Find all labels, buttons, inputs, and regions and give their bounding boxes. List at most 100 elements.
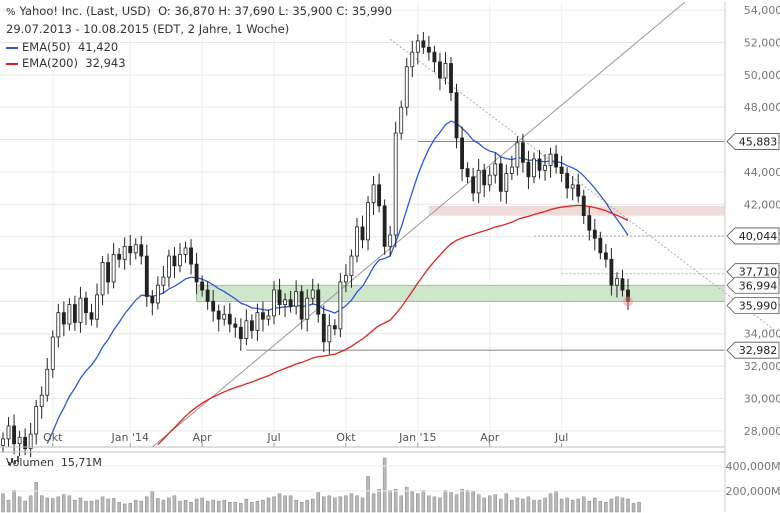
volume-bar <box>222 499 227 513</box>
candle-body <box>349 255 354 276</box>
volume-bar <box>449 492 453 513</box>
ema200-value: 32,943 <box>85 56 126 70</box>
candle <box>227 302 232 333</box>
candle <box>316 283 321 323</box>
candle-body <box>426 46 431 53</box>
chart-title: Yahoo! Inc. (Last, USD) <box>19 4 151 18</box>
candle-body <box>233 323 238 328</box>
candle-body <box>559 166 564 174</box>
candle <box>603 243 608 268</box>
candle <box>332 319 337 336</box>
volume-bar <box>576 498 580 513</box>
candle-body <box>565 173 570 189</box>
y-tick-label: 48,000 <box>744 101 780 114</box>
candle-body <box>598 237 603 254</box>
price-tag-box <box>726 341 780 359</box>
candle-body <box>288 299 293 307</box>
candle <box>39 386 44 419</box>
candle <box>111 243 116 289</box>
candle-body <box>327 325 332 343</box>
candle <box>261 301 265 332</box>
candle <box>167 249 171 288</box>
candle-body <box>520 142 525 163</box>
candle-body <box>128 245 133 254</box>
volume-bar <box>283 495 287 513</box>
volume-bar <box>12 490 16 513</box>
x-tick-label: Okt <box>336 431 356 444</box>
candle-body <box>493 163 498 176</box>
candle-body <box>78 297 83 323</box>
candle-body <box>415 40 420 53</box>
volume-bar <box>570 499 575 513</box>
volume-bar <box>261 499 265 513</box>
price-tag-box <box>726 133 780 150</box>
candle-body <box>366 202 370 241</box>
candle-body <box>106 262 111 283</box>
volume-icon <box>8 462 10 465</box>
candle-body <box>482 169 487 186</box>
candle <box>150 290 155 316</box>
volume-tick-label: 400,000M <box>726 460 780 473</box>
candle-body <box>6 425 11 440</box>
candle-body <box>255 312 260 331</box>
candle-body <box>592 229 597 239</box>
volume-bar <box>355 495 359 513</box>
candle <box>178 243 182 273</box>
candle-body <box>89 312 94 320</box>
candle-body <box>222 313 227 320</box>
candle <box>249 314 254 339</box>
volume-bar <box>95 499 99 513</box>
candle-body <box>460 137 464 170</box>
volume-bar <box>316 492 321 513</box>
volume-bar <box>421 490 426 513</box>
volume-bar <box>78 497 83 513</box>
candle <box>415 34 420 65</box>
candle <box>559 155 564 182</box>
volume-bar <box>609 498 614 513</box>
candle <box>366 196 370 251</box>
candle-body <box>61 312 66 325</box>
volume-bar <box>526 496 531 513</box>
volume-bar <box>172 495 177 513</box>
candle <box>338 273 343 338</box>
volume-bar <box>161 499 166 513</box>
volume-label: Volumen <box>6 456 54 469</box>
volume-bar <box>593 497 597 513</box>
price-tag: 35,990 <box>726 297 780 314</box>
candle <box>272 281 276 325</box>
candle-body <box>155 284 160 304</box>
y-tick-label: 44,000 <box>744 166 780 179</box>
candle-body <box>316 289 321 315</box>
candle-body <box>609 258 614 286</box>
volume-bar <box>34 482 38 513</box>
percent-icon: % <box>6 7 16 18</box>
candle-body <box>570 184 575 189</box>
candle-body <box>299 291 304 320</box>
candle <box>6 417 11 448</box>
candle-body <box>360 226 365 241</box>
candle-body <box>355 226 359 257</box>
candle <box>410 40 415 78</box>
candle <box>465 162 470 184</box>
volume-bar <box>106 498 110 513</box>
candle <box>327 314 332 355</box>
candle <box>382 199 387 255</box>
candle <box>565 167 570 199</box>
volume-bar <box>432 496 437 513</box>
volume-bar <box>587 500 592 513</box>
candle-body <box>272 289 276 317</box>
volume-bar <box>294 499 298 513</box>
candle <box>133 238 138 260</box>
candle-body <box>454 92 459 139</box>
candle-body <box>205 289 210 302</box>
candle <box>482 163 487 198</box>
candle-body <box>72 304 77 323</box>
candle <box>548 147 553 178</box>
candle <box>393 121 398 248</box>
candle <box>620 269 625 297</box>
candle-body <box>465 168 470 178</box>
candle <box>89 303 94 326</box>
candle <box>377 173 382 213</box>
candle-body <box>167 255 171 278</box>
volume-bar <box>150 491 155 513</box>
